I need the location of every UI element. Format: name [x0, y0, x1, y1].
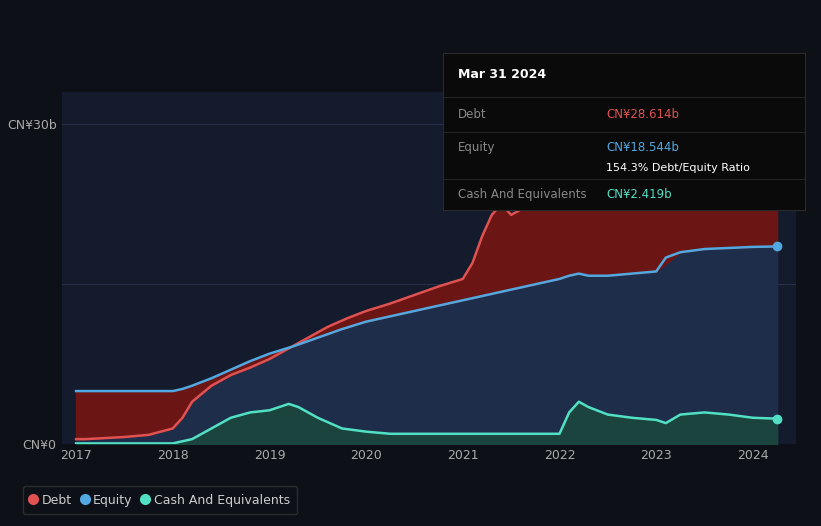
Text: CN¥28.614b: CN¥28.614b: [606, 108, 679, 120]
Text: Cash And Equivalents: Cash And Equivalents: [458, 188, 586, 201]
Text: CN¥18.544b: CN¥18.544b: [606, 141, 679, 154]
Text: Debt: Debt: [458, 108, 486, 120]
Text: CN¥2.419b: CN¥2.419b: [606, 188, 672, 201]
Text: Equity: Equity: [458, 141, 495, 154]
Text: Mar 31 2024: Mar 31 2024: [458, 68, 546, 82]
Legend: Debt, Equity, Cash And Equivalents: Debt, Equity, Cash And Equivalents: [23, 487, 297, 514]
Text: 154.3% Debt/Equity Ratio: 154.3% Debt/Equity Ratio: [606, 163, 750, 173]
